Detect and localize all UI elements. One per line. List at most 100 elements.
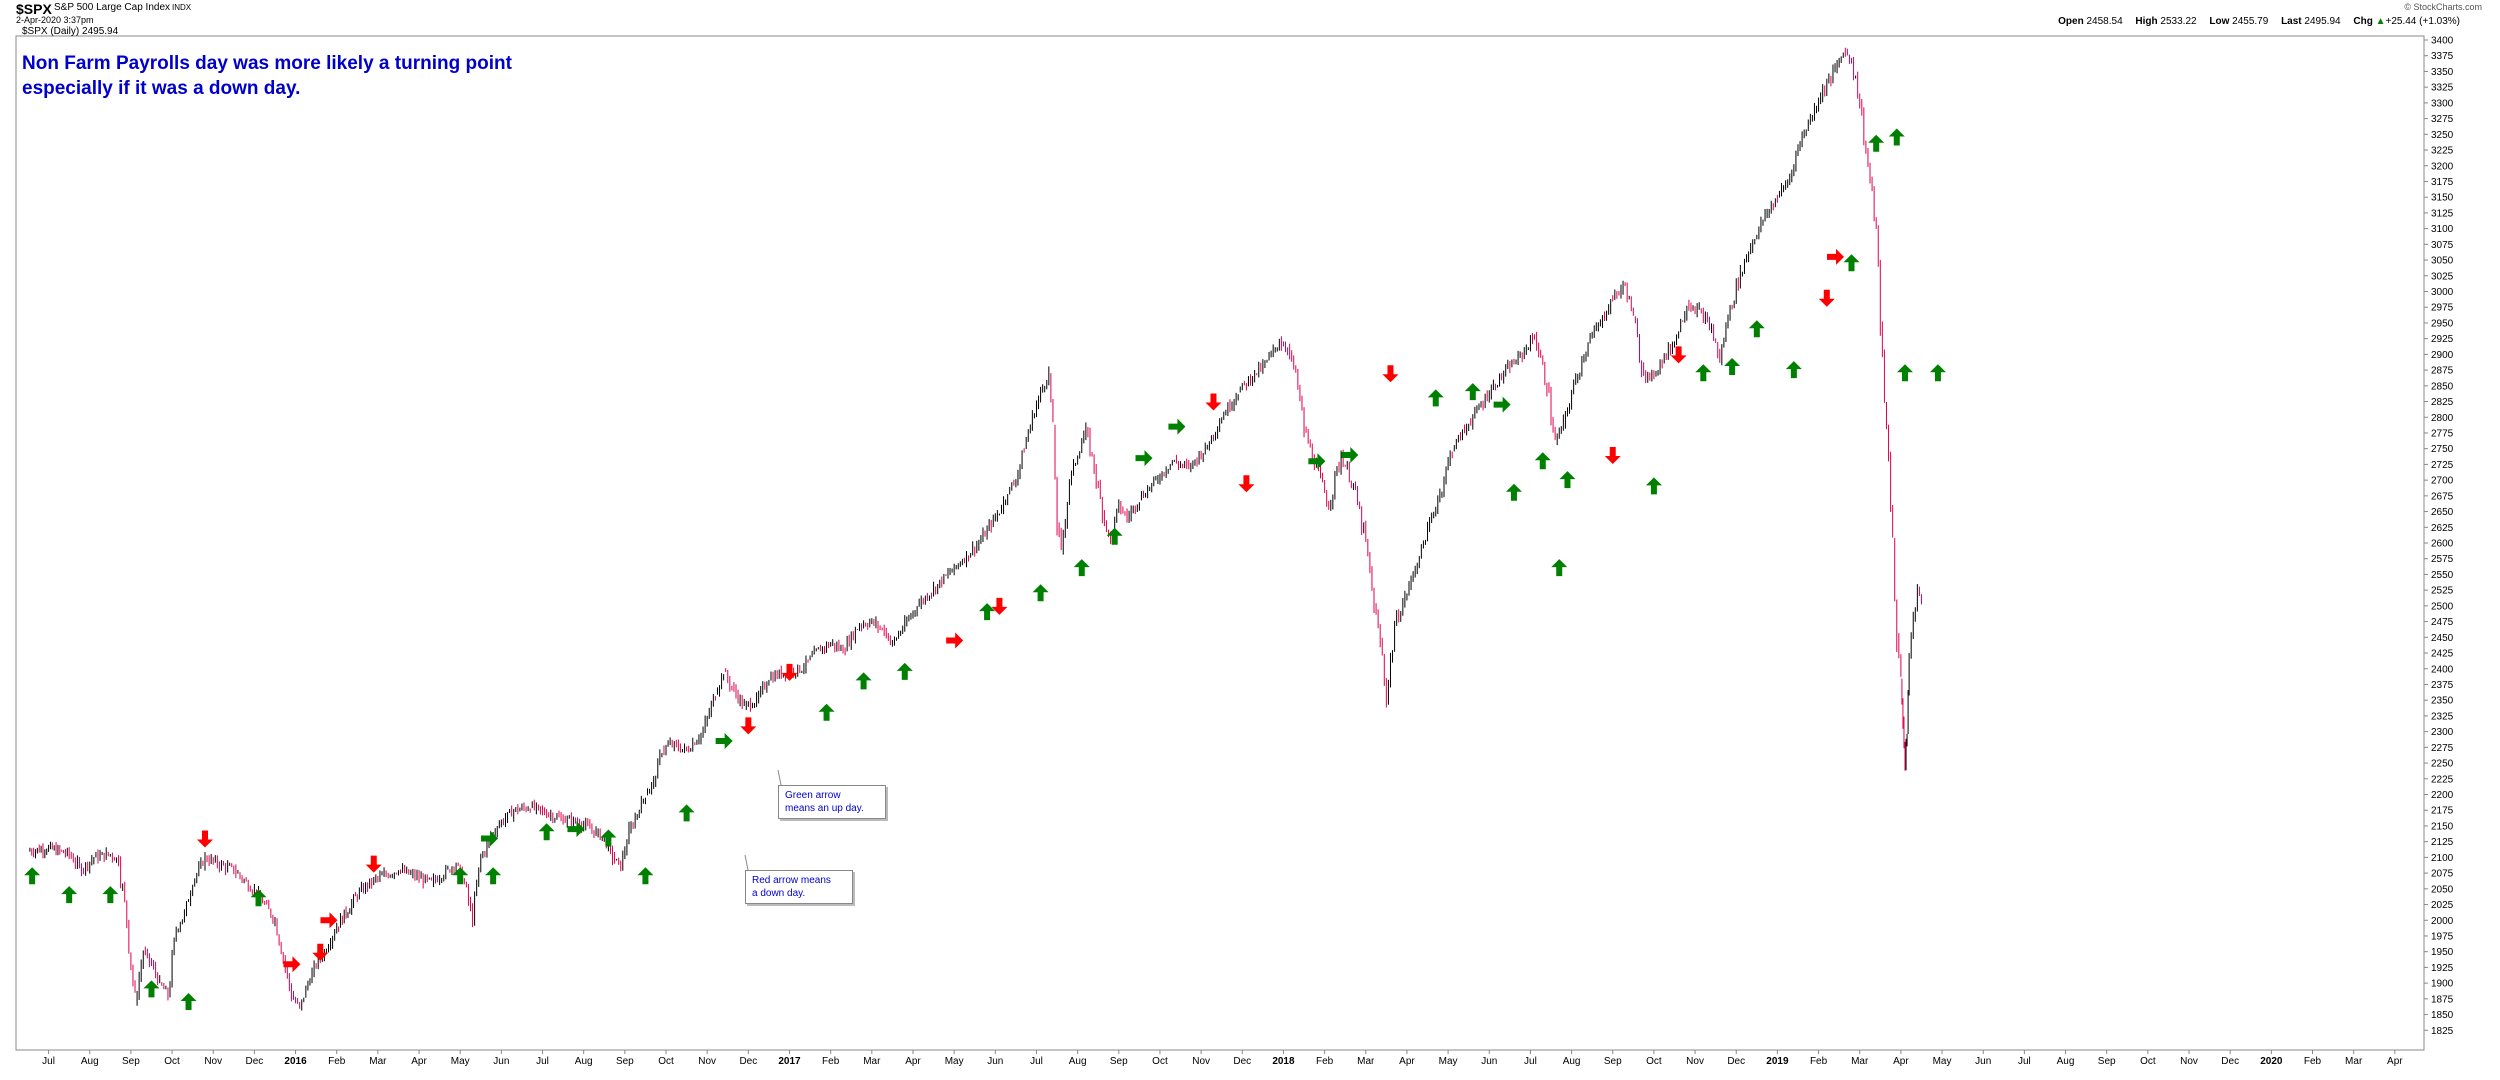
- ohlc-readout: Open 2458.54 High 2533.22 Low 2455.79 La…: [2048, 16, 2460, 27]
- y-tick-label: 2350: [2431, 696, 2454, 707]
- y-tick-label: 2475: [2431, 617, 2454, 628]
- marker-arrow-down: [312, 943, 329, 961]
- marker-arrow-up: [1785, 361, 1802, 379]
- marker-arrow-up: [61, 886, 78, 904]
- x-tick-label: May: [451, 1056, 470, 1067]
- x-tick-label: Apr: [2387, 1056, 2403, 1067]
- marker-arrow-down: [991, 597, 1008, 615]
- x-tick-label: Aug: [81, 1056, 99, 1067]
- y-tick-label: 2550: [2431, 570, 2454, 581]
- y-tick-label: 2000: [2431, 916, 2454, 927]
- y-tick-label: 2975: [2431, 303, 2454, 314]
- y-tick-label: 2625: [2431, 523, 2454, 534]
- marker-arrow-up: [855, 672, 872, 690]
- marker-arrow-up: [1888, 128, 1905, 146]
- marker-arrow-right: [1135, 450, 1153, 467]
- index-name-text: S&P 500 Large Cap Index: [54, 2, 171, 13]
- y-tick-label: 2500: [2431, 601, 2454, 612]
- y-tick-label: 3400: [2431, 36, 2454, 47]
- low-value: 2455.79: [2232, 16, 2269, 27]
- y-tick-label: 1875: [2431, 994, 2454, 1005]
- high-label: High: [2135, 16, 2158, 27]
- y-tick-label: 2950: [2431, 318, 2454, 329]
- x-tick-label: Oct: [2140, 1056, 2156, 1067]
- marker-arrow-down: [1604, 446, 1621, 464]
- index-suffix: INDX: [172, 3, 192, 12]
- x-tick-label: Nov: [204, 1056, 222, 1067]
- red-arrow-callout: Red arrow means a down day.: [745, 870, 853, 904]
- y-tick-label: 2025: [2431, 900, 2454, 911]
- marker-arrow-down: [1670, 346, 1687, 364]
- y-tick-label: 3225: [2431, 146, 2454, 157]
- y-tick-label: 2775: [2431, 428, 2454, 439]
- marker-arrow-up: [678, 804, 695, 822]
- y-tick-label: 3100: [2431, 224, 2454, 235]
- marker-arrow-right: [1827, 248, 1845, 265]
- marker-arrow-right: [567, 821, 585, 838]
- x-tick-label: Jul: [536, 1056, 549, 1067]
- marker-arrow-up: [1464, 383, 1481, 401]
- marker-arrow-down: [740, 717, 757, 735]
- y-tick-label: 3175: [2431, 177, 2454, 188]
- y-tick-label: 2600: [2431, 539, 2454, 550]
- marker-arrow-up: [637, 867, 654, 885]
- marker-arrow-down: [365, 855, 382, 873]
- x-tick-label: Jul: [2018, 1056, 2031, 1067]
- x-tick-label: Jun: [987, 1056, 1003, 1067]
- y-tick-label: 2825: [2431, 397, 2454, 408]
- timestamp: 2-Apr-2020 3:37pm: [16, 15, 94, 25]
- marker-arrow-up: [143, 980, 160, 998]
- y-tick-label: 3050: [2431, 256, 2454, 267]
- marker-arrow-up: [1559, 471, 1576, 489]
- open-label: Open: [2058, 16, 2084, 27]
- x-tick-label: Oct: [164, 1056, 180, 1067]
- marker-arrow-right: [946, 632, 964, 649]
- marker-arrow-up: [1748, 320, 1765, 338]
- y-tick-label: 3300: [2431, 98, 2454, 109]
- x-tick-label: Apr: [1893, 1056, 1909, 1067]
- low-label: Low: [2209, 16, 2230, 27]
- y-tick-label: 2150: [2431, 821, 2454, 832]
- marker-arrow-up: [896, 662, 913, 680]
- marker-arrow-right: [1341, 446, 1359, 463]
- y-tick-label: 2750: [2431, 444, 2454, 455]
- marker-arrow-up: [1427, 389, 1444, 407]
- marker-arrow-right: [715, 733, 733, 750]
- marker-arrow-up: [818, 703, 835, 721]
- x-tick-label: Aug: [1069, 1056, 1087, 1067]
- marker-arrow-up: [1695, 364, 1712, 382]
- y-tick-label: 2100: [2431, 853, 2454, 864]
- marker-arrow-down: [196, 830, 213, 848]
- marker-arrow-up: [1551, 559, 1568, 577]
- x-tick-label: Jul: [1030, 1056, 1043, 1067]
- plot-frame: [15, 35, 2425, 1051]
- marker-arrow-right: [283, 956, 301, 973]
- y-tick-label: 3200: [2431, 161, 2454, 172]
- last-label: Last: [2281, 16, 2302, 27]
- y-tick-label: 2275: [2431, 743, 2454, 754]
- y-tick-label: 3250: [2431, 130, 2454, 141]
- y-tick-label: 1850: [2431, 1010, 2454, 1021]
- y-tick-label: 2925: [2431, 334, 2454, 345]
- last-value: 2495.94: [2304, 16, 2341, 27]
- x-tick-label: Jul: [1524, 1056, 1537, 1067]
- y-tick-label: 2900: [2431, 350, 2454, 361]
- x-tick-label: 2020: [2260, 1056, 2283, 1067]
- x-tick-label: Nov: [1686, 1056, 1704, 1067]
- x-tick-label: Dec: [2221, 1056, 2239, 1067]
- high-value: 2533.22: [2160, 16, 2197, 27]
- x-tick-label: Feb: [822, 1056, 840, 1067]
- x-tick-label: Mar: [1851, 1056, 1869, 1067]
- x-tick-label: Oct: [658, 1056, 674, 1067]
- marker-arrow-down: [1382, 365, 1399, 383]
- marker-arrow-right: [1493, 396, 1511, 413]
- y-tick-label: 3000: [2431, 287, 2454, 298]
- marker-arrow-up: [1073, 559, 1090, 577]
- x-tick-label: Feb: [1810, 1056, 1828, 1067]
- x-tick-label: Feb: [2304, 1056, 2322, 1067]
- x-tick-label: Sep: [122, 1056, 140, 1067]
- x-tick-label: 2019: [1766, 1056, 1789, 1067]
- x-tick-label: Apr: [411, 1056, 427, 1067]
- x-tick-label: Aug: [1563, 1056, 1581, 1067]
